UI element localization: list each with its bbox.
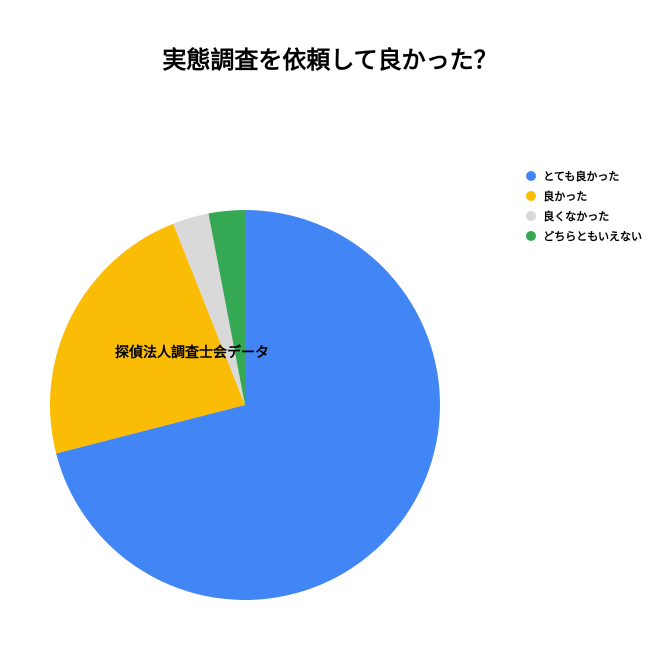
legend-dot-3 [526, 231, 536, 241]
pie-chart [50, 210, 440, 605]
legend-item-3: どちらともいえない [526, 228, 642, 244]
legend-dot-1 [526, 191, 536, 201]
legend-dot-0 [526, 171, 536, 181]
pie-svg [50, 210, 440, 600]
legend-item-0: とても良かった [526, 168, 642, 184]
legend-item-2: 良くなかった [526, 208, 642, 224]
legend-label-0: とても良かった [543, 168, 619, 184]
legend-label-1: 良かった [543, 188, 587, 204]
legend-label-3: どちらともいえない [543, 228, 642, 244]
chart-title: 実態調査を依頼して良かった？ [0, 40, 660, 75]
legend: とても良かった良かった良くなかったどちらともいえない [526, 168, 642, 248]
legend-label-2: 良くなかった [543, 208, 609, 224]
legend-dot-2 [526, 211, 536, 221]
legend-item-1: 良かった [526, 188, 642, 204]
source-label: 探偵法人調査士会データ [115, 342, 269, 362]
